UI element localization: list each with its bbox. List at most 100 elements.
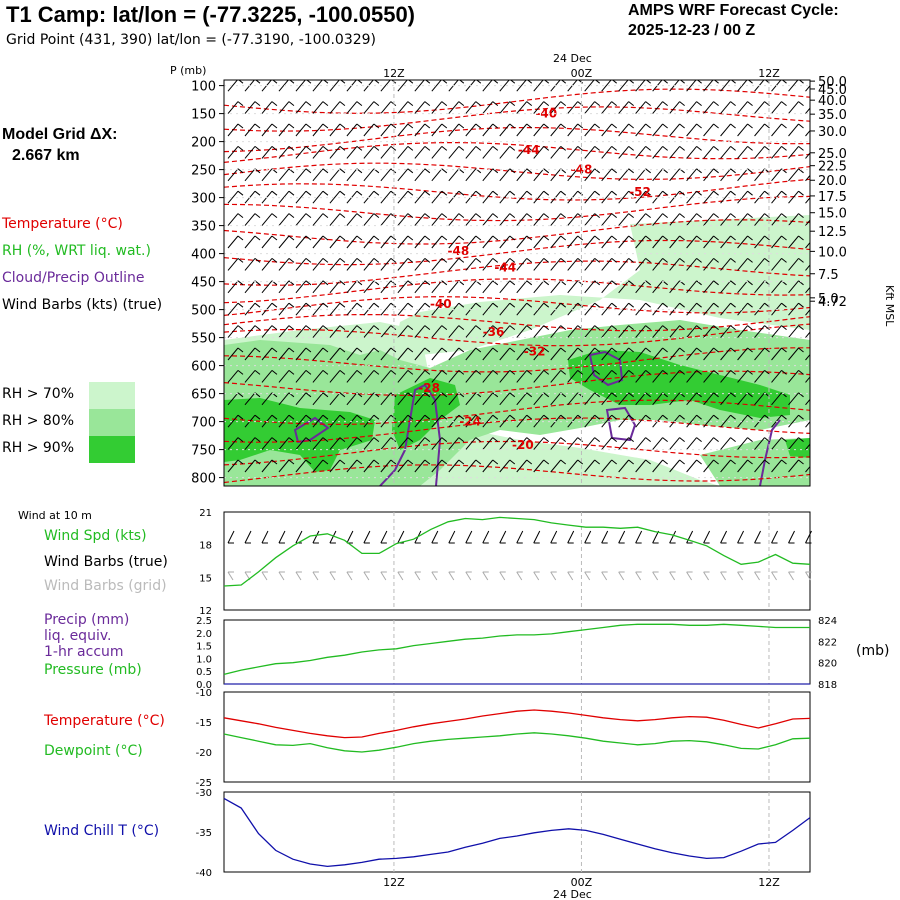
- wind-barb-shaft: [431, 302, 443, 316]
- wind-barb-shaft: [312, 168, 324, 182]
- wind-barb-flag: [271, 101, 278, 106]
- wind-barb: [635, 347, 651, 361]
- wind-barb: [550, 347, 567, 361]
- wind-barb: [669, 235, 685, 249]
- wind-barb: [805, 286, 810, 294]
- wind-barb-flag: [271, 235, 278, 241]
- wind-barb-flag: [356, 437, 363, 442]
- wind-barb-flag: [305, 437, 312, 442]
- wind-barb-shaft: [278, 437, 290, 450]
- temperature-contour-14: [224, 347, 810, 373]
- wind-barb-flag: [560, 437, 567, 442]
- wind-barb: [482, 235, 499, 249]
- wind-barb-flag: [560, 459, 567, 465]
- wind-barb-flag: [492, 414, 499, 420]
- wind-barb-shaft: [720, 370, 731, 383]
- wind-barb-flag: [747, 168, 753, 174]
- wind-barb: [703, 459, 719, 473]
- wind-barb-flag: [271, 370, 278, 375]
- pressure-right-tick-label-0: 824: [818, 616, 837, 627]
- wind-barb: [346, 459, 363, 473]
- wind-barb-shaft: [601, 370, 613, 383]
- wind-barb-flag: [509, 146, 516, 151]
- wind-barb: [482, 80, 499, 92]
- wind-barb: [499, 347, 516, 361]
- wind-barb-flag: [679, 235, 685, 241]
- wind-barb-shaft: [533, 146, 545, 159]
- wind-barb-shaft: [533, 347, 545, 361]
- wind-barb: [635, 235, 651, 249]
- wind-barb: [329, 325, 346, 338]
- wind-barb-flag: [662, 302, 668, 308]
- bottom-time-axis: 12Z 00Z 12Z: [383, 876, 780, 889]
- wind-barb-shaft: [431, 146, 443, 159]
- wind-barb-shaft: [363, 101, 375, 114]
- wind-barb-shaft: [363, 213, 375, 226]
- wind-barb: [601, 392, 617, 406]
- wind-barb-flag: [781, 235, 787, 241]
- surface-barb-grid: [788, 571, 794, 581]
- surface-barb-grid: [601, 571, 608, 581]
- surface-barb-grid: [465, 571, 472, 581]
- wind-barb-shaft: [737, 258, 748, 271]
- wind-barb-flag: [305, 101, 312, 106]
- wind-barb-shaft: [533, 213, 545, 226]
- wind-barb-flag: [441, 437, 448, 442]
- wind-barb: [465, 370, 482, 383]
- wind-barb-shaft: [499, 146, 511, 159]
- wind-barb: [329, 414, 346, 428]
- wind-barb-flag: [254, 437, 261, 442]
- wind-barb-shaft: [499, 80, 510, 92]
- wind-barb-shaft: [499, 370, 511, 383]
- wind-barb-shaft: [516, 258, 528, 271]
- wind-barb-flag: [390, 146, 397, 151]
- wind-barb-shaft: [788, 459, 799, 473]
- wind-barb: [278, 325, 295, 338]
- wind-barb-shaft: [788, 213, 799, 226]
- wind-barb: [448, 123, 465, 137]
- wind-barb-flag: [509, 123, 516, 129]
- wind-barb: [295, 146, 312, 159]
- wind-barb: [295, 258, 312, 271]
- wind-barb: [516, 235, 533, 249]
- wind-barb: [652, 347, 668, 361]
- wind-barb: [312, 370, 329, 383]
- wind-barb: [533, 302, 550, 316]
- wind-barb-shaft: [703, 392, 714, 406]
- wind-barb-flag: [441, 123, 448, 129]
- wind-barb: [567, 347, 584, 361]
- wind-barb: [737, 168, 753, 182]
- wind-barb-flag: [747, 370, 753, 375]
- wind-barb: [771, 146, 787, 159]
- wind-barb-shaft: [261, 123, 273, 137]
- wind-barb: [635, 325, 651, 338]
- wind-barb-shaft: [669, 213, 681, 226]
- wind-barb-shaft: [516, 347, 528, 361]
- wind-barb-flag: [322, 392, 329, 398]
- surface-barb-true: [244, 530, 252, 544]
- wind-barb: [720, 459, 736, 473]
- wind-barb: [329, 235, 346, 249]
- wind-barb: [584, 80, 601, 92]
- wind-barb-shaft: [295, 414, 307, 428]
- wind-barb: [278, 437, 295, 450]
- wind-barb-shaft: [397, 437, 409, 450]
- wind-barb-flag: [424, 101, 431, 106]
- wind-barb: [601, 370, 617, 383]
- wind-speed-series: [223, 516, 811, 587]
- pressure-axis-title: P (mb): [170, 64, 206, 77]
- wind-barb-shaft: [312, 123, 324, 137]
- wind-barb-shaft: [754, 392, 765, 406]
- wind-barb-flag: [288, 280, 295, 286]
- wind-barb-flag: [696, 325, 702, 330]
- temperature-contour-4: [224, 162, 810, 180]
- wind-barb: [431, 347, 448, 361]
- wind-barb-flag: [730, 168, 736, 174]
- wind-barb-flag: [237, 101, 244, 106]
- wind-barb: [482, 280, 499, 294]
- wind-barb-shaft: [397, 101, 409, 114]
- wind-barb: [550, 459, 567, 473]
- wind-barb: [414, 280, 431, 294]
- wind-barb-shaft: [516, 302, 528, 316]
- wind-barb-flag: [730, 101, 736, 106]
